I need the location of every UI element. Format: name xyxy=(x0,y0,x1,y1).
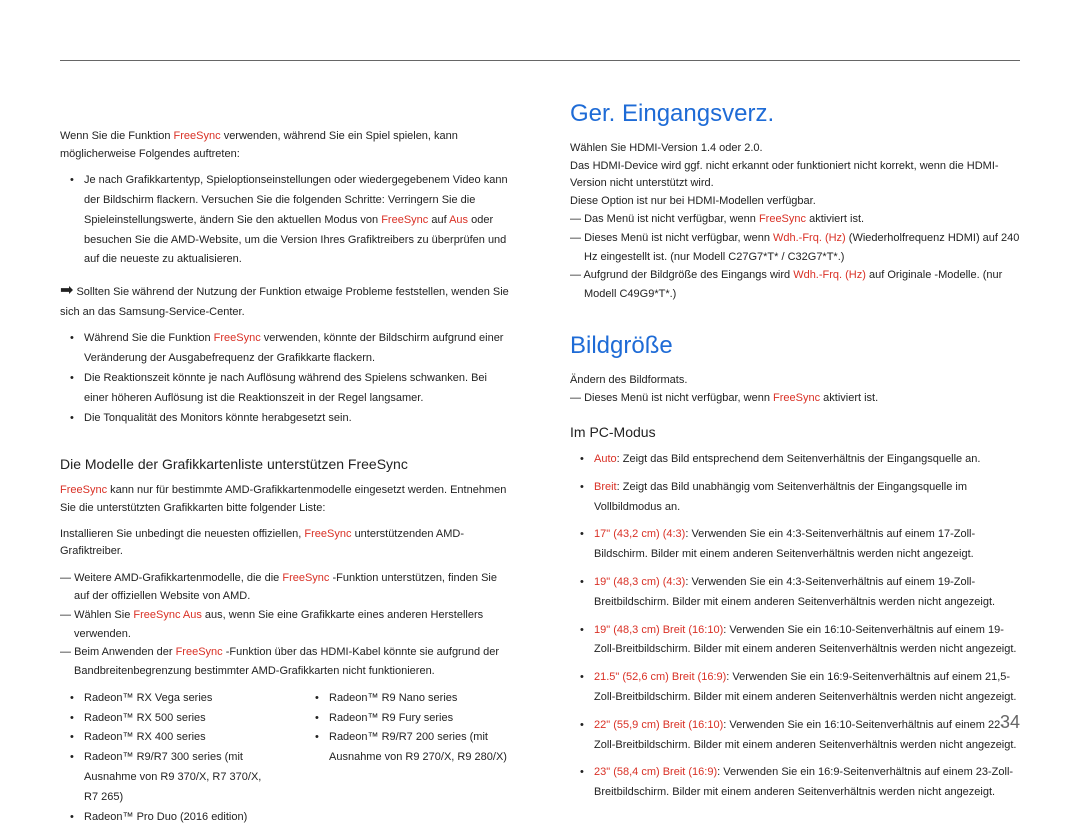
freesync-term: FreeSync xyxy=(176,646,223,658)
right-column: Ger. Eingangsverz. Wählen Sie HDMI-Versi… xyxy=(570,100,1020,827)
text: Die Tonqualität des Monitors könnte hera… xyxy=(84,412,352,424)
pc-mode-label: Auto xyxy=(594,453,617,465)
pc-mode-item: 22" (55,9 cm) Breit (16:10): Verwenden S… xyxy=(584,716,1020,756)
text: Beim Anwenden der xyxy=(74,646,176,658)
gpu-list-left: Radeon™ RX Vega series Radeon™ RX 500 se… xyxy=(60,689,265,827)
freesync-term: FreeSync xyxy=(174,130,221,142)
pc-mode-item: Auto: Zeigt das Bild entsprechend dem Se… xyxy=(584,450,1020,470)
r-dash-2: Dieses Menü ist nicht verfügbar, wenn Wd… xyxy=(570,229,1020,266)
wdh-frq-term: Wdh.-Frq. (Hz) xyxy=(773,232,846,244)
freesync-term: FreeSync xyxy=(381,214,428,226)
pc-mode-label: Breit xyxy=(594,481,617,493)
text: Sollten Sie während der Nutzung der Funk… xyxy=(60,286,509,318)
text: aktiviert ist. xyxy=(809,213,864,225)
pc-mode-label: 23" (58,4 cm) Breit (16:9) xyxy=(594,766,717,778)
r-p2: Ändern des Bildformats. xyxy=(570,372,1020,390)
r-sym1: Das HDMI-Device wird ggf. nicht erkannt … xyxy=(570,158,1020,193)
gpu-intro: FreeSync kann nur für bestimmte AMD-Graf… xyxy=(60,482,510,517)
freesync-term: FreeSync xyxy=(759,213,806,225)
gpu-grid: Radeon™ RX Vega series Radeon™ RX 500 se… xyxy=(60,689,510,827)
gpu-item: Radeon™ RX Vega series xyxy=(74,689,265,709)
two-column-layout: Wenn Sie die Funktion FreeSync verwenden… xyxy=(60,100,1020,827)
freesync-term: FreeSync xyxy=(214,332,261,344)
text: Dieses Menü ist nicht verfügbar, wenn xyxy=(584,392,773,404)
pc-mode-label: 21.5" (52,6 cm) Breit (16:9) xyxy=(594,671,726,683)
pc-mode-label: 22" (55,9 cm) Breit (16:10) xyxy=(594,719,723,731)
pc-mode-heading: Im PC-Modus xyxy=(570,424,1020,440)
gpu-dash-1: Weitere AMD-Grafikkartenmodelle, die die… xyxy=(60,569,510,606)
freesync-term: FreeSync xyxy=(282,572,329,584)
freesync-term: FreeSync xyxy=(304,528,351,540)
gpu-note: Installieren Sie unbedingt die neuesten … xyxy=(60,526,510,561)
aus-term: Aus xyxy=(449,214,468,226)
r-b-dash-1: Dieses Menü ist nicht verfügbar, wenn Fr… xyxy=(570,389,1020,408)
gpu-dash-3: Beim Anwenden der FreeSync -Funktion übe… xyxy=(60,643,510,680)
text: Weitere AMD-Grafikkartenmodelle, die die xyxy=(74,572,282,584)
top-rule xyxy=(60,60,1020,61)
pc-mode-item: Breit: Zeigt das Bild unabhängig vom Sei… xyxy=(584,478,1020,518)
arrow-note: ➡ Sollten Sie während der Nutzung der Fu… xyxy=(60,278,510,321)
gpu-item: Radeon™ Pro Duo (2016 edition) xyxy=(74,808,265,827)
gpu-item: Radeon™ RX 400 series xyxy=(74,728,265,748)
freesync-aus-term: FreeSync Aus xyxy=(133,609,201,621)
manual-page: Wenn Sie die Funktion FreeSync verwenden… xyxy=(0,0,1080,763)
text: Wenn Sie die Funktion xyxy=(60,130,170,142)
pc-mode-desc: : Zeigt das Bild unabhängig vom Seitenve… xyxy=(594,481,967,513)
arrow-icon: ➡ xyxy=(60,278,73,304)
text: Installieren Sie unbedingt die neuesten … xyxy=(60,528,304,540)
symptom-item: Die Tonqualität des Monitors könnte hera… xyxy=(74,409,510,429)
page-number: 34 xyxy=(1000,712,1020,733)
text: aktiviert ist. xyxy=(823,392,878,404)
pc-mode-item: 19" (48,3 cm) Breit (16:10): Verwenden S… xyxy=(584,621,1020,661)
text: kann nur für bestimmte AMD-Grafikkartenm… xyxy=(60,484,506,514)
symptom-item: Die Reaktionszeit könnte je nach Auflösu… xyxy=(74,369,510,409)
gpu-item: Radeon™ R9 Nano series xyxy=(319,689,510,709)
text: auf Originale xyxy=(869,269,934,281)
left-column: Wenn Sie die Funktion FreeSync verwenden… xyxy=(60,100,510,827)
text: Das Menü ist nicht verfügbar, wenn xyxy=(584,213,759,225)
gpu-item: Radeon™ R9 Fury series xyxy=(319,709,510,729)
gpu-item: Radeon™ R9/R7 200 series (mit Ausnahme v… xyxy=(319,728,510,768)
freesync-term: FreeSync xyxy=(60,484,107,496)
gpu-list-right: Radeon™ R9 Nano series Radeon™ R9 Fury s… xyxy=(305,689,510,768)
gpu-item: Radeon™ R9/R7 300 series (mit Ausnahme v… xyxy=(74,748,265,807)
heading-bildgroesse: Bildgröße xyxy=(570,332,1020,360)
pc-mode-item: 17" (43,2 cm) (4:3): Verwenden Sie ein 4… xyxy=(584,525,1020,565)
pc-mode-label: 17" (43,2 cm) (4:3) xyxy=(594,528,685,540)
r-dash-1: Das Menü ist nicht verfügbar, wenn FreeS… xyxy=(570,210,1020,229)
r-p1: Wählen Sie HDMI-Version 1.4 oder 2.0. xyxy=(570,140,1020,158)
r-sym2: Diese Option ist nur bei HDMI-Modellen v… xyxy=(570,193,1020,211)
r-dash-3: Aufgrund der Bildgröße des Eingangs wird… xyxy=(570,266,1020,303)
pc-mode-item: 21.5" (52,6 cm) Breit (16:9): Verwenden … xyxy=(584,668,1020,708)
wdh-frq-term: Wdh.-Frq. (Hz) xyxy=(793,269,866,281)
gpu-list-heading: Die Modelle der Grafikkartenliste unters… xyxy=(60,456,510,472)
pc-mode-label: 19" (48,3 cm) (4:3) xyxy=(594,576,685,588)
left-symptom-list: Je nach Grafikkartentyp, Spieloptionsein… xyxy=(60,171,510,270)
freesync-term: FreeSync xyxy=(773,392,820,404)
text: Während Sie die Funktion xyxy=(84,332,214,344)
gpu-dash-2: Wählen Sie FreeSync Aus aus, wenn Sie ei… xyxy=(60,606,510,643)
left-symptom-list-2: Während Sie die Funktion FreeSync verwen… xyxy=(60,329,510,428)
text: Dieses Menü ist nicht verfügbar, wenn xyxy=(584,232,773,244)
heading-eingangsverz: Ger. Eingangsverz. xyxy=(570,100,1020,128)
text: auf xyxy=(431,214,449,226)
pc-mode-list: Auto: Zeigt das Bild entsprechend dem Se… xyxy=(570,450,1020,803)
symptom-item: Je nach Grafikkartentyp, Spieloptionsein… xyxy=(74,171,510,270)
pc-mode-label: 19" (48,3 cm) Breit (16:10) xyxy=(594,624,723,636)
text: Die Reaktionszeit könnte je nach Auflösu… xyxy=(84,372,487,404)
text: Wählen Sie xyxy=(74,609,133,621)
pc-mode-item: 23" (58,4 cm) Breit (16:9): Verwenden Si… xyxy=(584,763,1020,803)
text: Aufgrund der Bildgröße des Eingangs wird xyxy=(583,269,793,281)
symptom-item: Während Sie die Funktion FreeSync verwen… xyxy=(74,329,510,369)
pc-mode-item: 19" (48,3 cm) (4:3): Verwenden Sie ein 4… xyxy=(584,573,1020,613)
pc-mode-desc: : Zeigt das Bild entsprechend dem Seiten… xyxy=(617,453,981,465)
left-intro: Wenn Sie die Funktion FreeSync verwenden… xyxy=(60,128,510,163)
gpu-item: Radeon™ RX 500 series xyxy=(74,709,265,729)
